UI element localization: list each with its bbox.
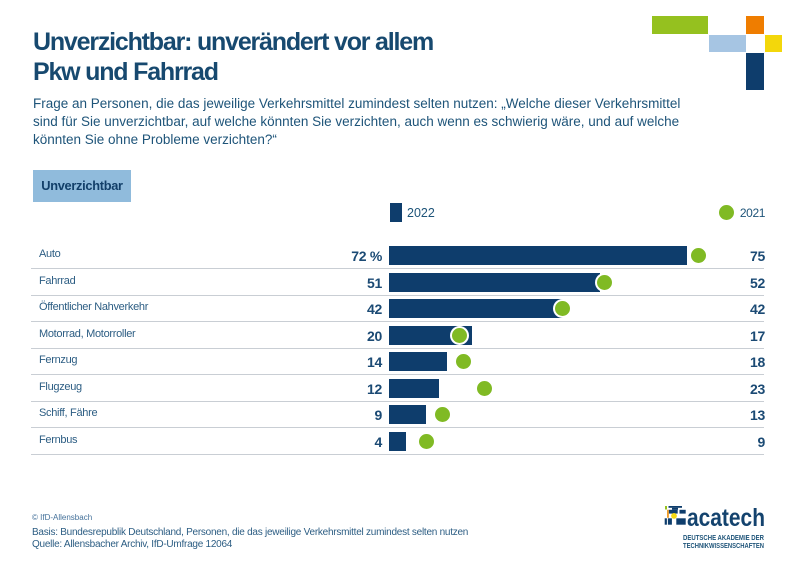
svg-text:acatech: acatech xyxy=(687,504,765,532)
svg-text:DEUTSCHE AKADEMIE DER: DEUTSCHE AKADEMIE DER xyxy=(683,535,764,542)
svg-text:TECHNIKWISSENSCHAFTEN: TECHNIKWISSENSCHAFTEN xyxy=(683,543,764,550)
